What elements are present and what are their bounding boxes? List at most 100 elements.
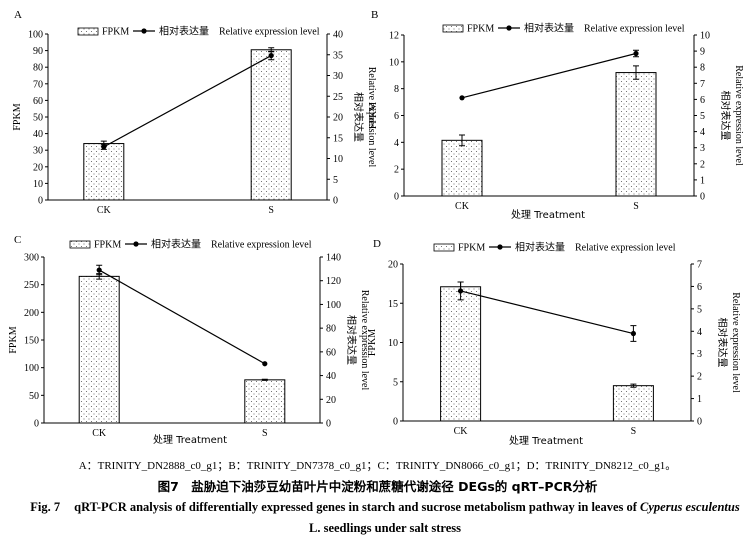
legend-bar-swatch (433, 243, 455, 252)
left-tick-label: 50 (29, 391, 39, 402)
right-tick-label: 25 (333, 92, 343, 103)
right-tick-label: 80 (326, 324, 336, 335)
legend-line-marker (497, 244, 503, 250)
right-tick-label: 0 (697, 417, 702, 428)
right-tick-label: 2 (697, 372, 702, 383)
left-axis-title: FPKM (367, 329, 378, 356)
figure-caption-main: qRT-PCR analysis of differentially expre… (74, 500, 637, 514)
left-tick-label: 0 (34, 419, 39, 430)
left-tick-label: 80 (33, 63, 43, 74)
left-axis-title: FPKM (8, 326, 19, 353)
fpkm-error-bar (459, 134, 465, 147)
right-tick-label: 3 (700, 143, 705, 154)
fpkm-bar (615, 72, 657, 197)
legend-bar-label: FPKM (467, 24, 494, 35)
fpkm-bar (612, 385, 654, 422)
right-tick-label: 5 (697, 304, 702, 315)
x-axis-title: 处理 Treatment (511, 209, 585, 221)
figure-number: Fig. 7 (30, 500, 61, 514)
category-label: CK (455, 201, 470, 212)
x-axis-title: 处理 Treatment (153, 434, 227, 446)
right-axis-title-chinese: 相对表达量 (352, 92, 365, 142)
left-axis-title: FPKM (12, 103, 23, 130)
category-label: S (631, 426, 637, 437)
category-label: S (633, 201, 639, 212)
left-tick-label: 200 (24, 308, 39, 319)
right-tick-label: 140 (326, 253, 341, 264)
fpkm-bar (441, 139, 483, 197)
expression-line (98, 269, 266, 365)
x-axis-title: 处理 Treatment (509, 435, 583, 447)
legend-line-label-chinese: 相对表达量 (515, 241, 565, 254)
left-tick-label: 20 (33, 162, 43, 173)
left-tick-label: 100 (28, 30, 43, 41)
left-tick-label: 15 (388, 299, 398, 310)
right-tick-label: 1 (700, 175, 705, 186)
category-label: CK (454, 426, 469, 437)
legend-line-label-english: Relative expression level (575, 243, 676, 254)
legend-line-label-english: Relative expression level (219, 27, 320, 38)
fpkm-bar (440, 286, 482, 422)
figure-caption-tail: L. seedlings under salt stress (309, 521, 461, 535)
expression-point (630, 330, 637, 337)
right-tick-label: 5 (700, 111, 705, 122)
left-tick-label: 0 (38, 196, 43, 207)
right-tick-label: 9 (700, 47, 705, 58)
expression-point (459, 95, 465, 101)
right-tick-label: 10 (333, 154, 343, 165)
right-tick-label: 2 (700, 159, 705, 170)
left-tick-label: 5 (393, 377, 398, 388)
right-tick-label: 8 (700, 63, 705, 74)
fpkm-bar (78, 275, 120, 424)
right-axis-title-chinese: 相对表达量 (716, 318, 729, 368)
left-tick-label: 150 (24, 336, 39, 347)
left-tick-label: 250 (24, 280, 39, 291)
legend-line-marker (133, 241, 139, 247)
fpkm-bar (244, 379, 286, 424)
right-tick-label: 4 (697, 327, 702, 338)
left-tick-label: 60 (33, 96, 43, 107)
category-label: S (268, 205, 274, 216)
right-tick-label: 15 (333, 133, 343, 144)
right-tick-label: 0 (326, 419, 331, 430)
left-tick-label: 4 (394, 138, 399, 149)
left-tick-label: 2 (394, 165, 399, 176)
right-axis-title-english: Relative expression level (730, 292, 741, 393)
right-tick-label: 0 (333, 196, 338, 207)
right-tick-label: 10 (700, 31, 710, 42)
right-axis-title-chinese: 相对表达量 (345, 315, 358, 365)
right-tick-label: 6 (697, 282, 702, 293)
fpkm-bar (83, 143, 125, 201)
right-tick-label: 120 (326, 276, 341, 287)
left-tick-label: 0 (393, 417, 398, 428)
right-tick-label: 7 (697, 260, 702, 271)
panel-label: B (371, 9, 378, 21)
left-axis-title: FPKM (368, 102, 379, 129)
right-tick-label: 4 (700, 127, 705, 138)
right-tick-label: 5 (333, 175, 338, 186)
right-tick-label: 20 (326, 395, 336, 406)
expression-line (103, 55, 272, 148)
expression-point (262, 361, 268, 367)
left-tick-label: 100 (24, 363, 39, 374)
right-tick-label: 35 (333, 50, 343, 61)
fpkm-bar (250, 49, 292, 201)
legend-line-marker (141, 28, 147, 34)
panel-label: C (14, 234, 21, 246)
right-tick-label: 40 (326, 371, 336, 382)
species-name: Cyperus esculentus (640, 500, 740, 514)
panel-label: D (373, 238, 381, 250)
right-tick-label: 60 (326, 347, 336, 358)
expression-point (458, 288, 464, 294)
right-tick-label: 1 (697, 394, 702, 405)
right-tick-label: 20 (333, 113, 343, 124)
right-tick-label: 6 (700, 95, 705, 106)
legend-line-label-chinese: 相对表达量 (151, 238, 201, 251)
legend-line-label-english: Relative expression level (584, 24, 685, 35)
expression-point (96, 267, 102, 273)
left-tick-label: 40 (33, 129, 43, 140)
fpkm-error-bar (633, 65, 639, 80)
left-tick-label: 300 (24, 253, 39, 264)
